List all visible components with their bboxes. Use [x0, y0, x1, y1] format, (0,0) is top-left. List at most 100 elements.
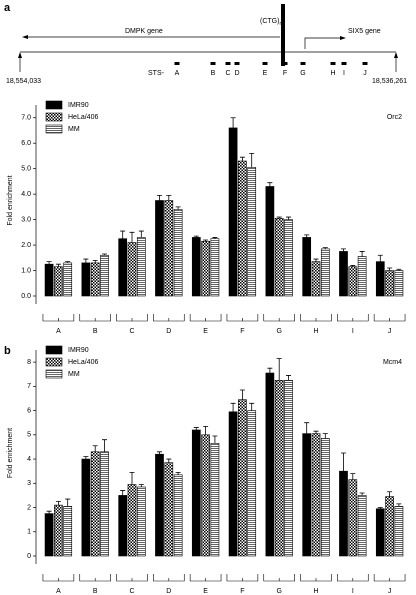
- error-bar: [276, 216, 282, 219]
- bar: [274, 379, 284, 557]
- error-bar: [156, 451, 162, 455]
- legend-swatch: [45, 100, 63, 110]
- bar: [394, 506, 404, 557]
- sts-marker: [330, 62, 336, 65]
- dmpk-label: DMPK gene: [125, 28, 163, 35]
- bar: [210, 443, 220, 557]
- bar: [191, 237, 201, 297]
- bar: [201, 434, 210, 557]
- panel-label: a: [4, 2, 11, 14]
- category-bracket: [153, 314, 185, 322]
- error-bar: [55, 263, 61, 267]
- sts-label: G: [300, 70, 305, 77]
- x-tick-label: E: [203, 588, 208, 595]
- error-bar: [249, 152, 255, 168]
- x-tick-label: H: [313, 328, 318, 335]
- error-bar: [387, 267, 393, 271]
- legend-label: IMR90: [68, 347, 89, 354]
- bar: [136, 237, 146, 297]
- bar: [311, 433, 321, 557]
- bar: [164, 462, 174, 557]
- error-bar: [46, 261, 52, 265]
- y-tick-label: 1.0: [21, 267, 31, 274]
- bar: [247, 167, 257, 297]
- sts-marker: [225, 62, 231, 65]
- x-tick-label: G: [276, 588, 281, 595]
- error-bar: [212, 435, 218, 444]
- error-bar: [322, 247, 328, 249]
- legend-swatch: [45, 345, 63, 355]
- bar: [44, 263, 54, 297]
- legend-swatch: [45, 124, 63, 134]
- bar: [348, 479, 358, 557]
- bar: [127, 242, 137, 297]
- x-tick-label: J: [388, 588, 392, 595]
- six5-arrowhead: [340, 36, 346, 40]
- bar: [238, 160, 247, 297]
- repeat-sub: n: [279, 21, 282, 27]
- error-bar: [129, 471, 135, 485]
- category-bracket: [373, 314, 406, 322]
- bar: [238, 399, 247, 557]
- sts-marker: [300, 62, 306, 65]
- sts-label: D: [234, 70, 239, 77]
- error-bar: [322, 433, 328, 439]
- error-bar: [230, 117, 236, 128]
- y-tick-label: 7.0: [21, 115, 31, 122]
- category-bracket: [300, 574, 332, 582]
- category-bracket: [116, 574, 148, 582]
- y-tick-label: 4.0: [21, 191, 31, 198]
- repeat-marker: [281, 4, 285, 66]
- six5-arrow: [304, 37, 340, 49]
- bar: [385, 270, 394, 297]
- error-bar: [166, 195, 172, 201]
- sts-label: I: [343, 70, 345, 77]
- y-tick-label: 8: [27, 359, 31, 366]
- error-bar: [340, 248, 346, 252]
- error-bar: [396, 503, 402, 507]
- category-bracket: [189, 314, 222, 322]
- repeat-label: (CTG)n: [260, 18, 282, 27]
- error-bar: [304, 234, 310, 238]
- bar: [357, 256, 367, 297]
- legend-label: HeLa/406: [68, 114, 98, 121]
- category-bracket: [42, 574, 75, 582]
- bar: [173, 474, 183, 557]
- dmpk-arrowhead: [22, 35, 28, 39]
- bar: [228, 127, 238, 297]
- bar: [90, 262, 100, 297]
- bar: [201, 240, 210, 297]
- legend-swatch: [45, 369, 63, 379]
- error-bar: [267, 182, 273, 187]
- bar: [339, 470, 348, 557]
- sts-marker: [282, 62, 288, 65]
- bar: [274, 218, 284, 297]
- error-bar: [359, 492, 365, 496]
- error-bar: [377, 507, 383, 509]
- coord-arrowhead: [18, 52, 22, 58]
- bar: [375, 508, 385, 557]
- error-bar: [313, 430, 319, 434]
- bar: [320, 248, 330, 297]
- coord-label: 18,554,033: [6, 78, 41, 85]
- bar: [210, 238, 220, 297]
- error-bar: [129, 231, 135, 243]
- bar: [385, 496, 394, 557]
- x-tick-label: G: [276, 328, 281, 335]
- bar: [265, 186, 275, 297]
- bar: [394, 270, 404, 297]
- error-bar: [46, 510, 52, 514]
- y-tick-label: 6: [27, 407, 31, 414]
- bar: [302, 237, 312, 297]
- x-tick-label: I: [352, 588, 354, 595]
- bar: [81, 262, 91, 297]
- x-tick-label: A: [56, 328, 61, 335]
- bar: [191, 429, 201, 557]
- category-bracket: [373, 574, 406, 582]
- six5-label: SIX5 gene: [348, 28, 381, 35]
- chart-title: Orc2: [387, 114, 402, 121]
- bar: [164, 200, 174, 297]
- y-tick-label: 6.0: [21, 140, 31, 147]
- error-bar: [212, 237, 218, 239]
